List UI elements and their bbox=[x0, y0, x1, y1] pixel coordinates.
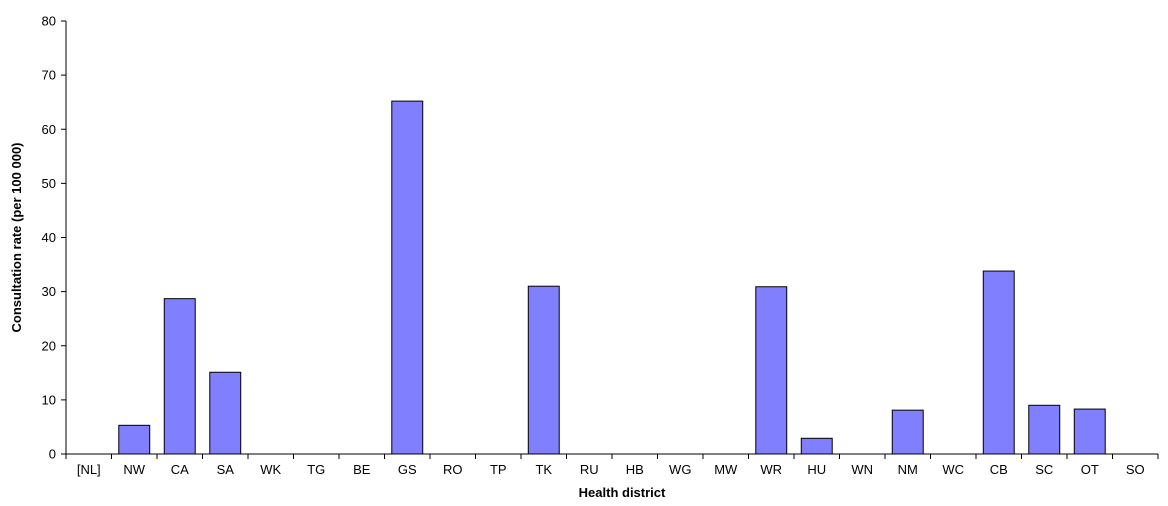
y-tick-label: 70 bbox=[42, 68, 56, 83]
x-tick-label: NW bbox=[123, 462, 145, 477]
x-tick-label: WR bbox=[760, 462, 782, 477]
x-tick-label: CA bbox=[171, 462, 189, 477]
bar-gs bbox=[391, 100, 424, 455]
bar-tk bbox=[527, 285, 560, 455]
x-tick-label: GS bbox=[398, 462, 417, 477]
bar-nw bbox=[118, 424, 151, 455]
y-axis-title: Consultation rate (per 100 000) bbox=[9, 143, 24, 333]
bar-ot bbox=[1073, 408, 1106, 455]
x-tick-label: SC bbox=[1035, 462, 1053, 477]
x-tick-label: WK bbox=[260, 462, 281, 477]
x-tick-label: HU bbox=[807, 462, 826, 477]
x-axis-title: Health district bbox=[579, 485, 666, 500]
x-tick-label: TK bbox=[535, 462, 552, 477]
bars-group bbox=[118, 100, 1106, 455]
y-axis-ticks: 0 10 20 30 40 50 60 70 80 bbox=[42, 14, 66, 462]
y-tick-label: 20 bbox=[42, 338, 56, 353]
y-tick-label: 50 bbox=[42, 176, 56, 191]
x-tick-label: TG bbox=[307, 462, 325, 477]
x-tick-label: WC bbox=[942, 462, 964, 477]
x-tick-label: [NL] bbox=[77, 462, 101, 477]
x-tick-label: SO bbox=[1126, 462, 1145, 477]
x-tick-label: RO bbox=[443, 462, 463, 477]
bar-ca bbox=[163, 298, 196, 455]
bar-sa bbox=[209, 371, 242, 455]
bar-wr bbox=[755, 286, 788, 455]
x-tick-label: NM bbox=[898, 462, 918, 477]
bar-nm bbox=[891, 409, 924, 455]
x-tick-label: HB bbox=[626, 462, 644, 477]
y-tick-label: 0 bbox=[49, 447, 56, 462]
y-tick-label: 30 bbox=[42, 284, 56, 299]
y-tick-label: 10 bbox=[42, 392, 56, 407]
bar-hu bbox=[800, 437, 833, 455]
y-tick-label: 40 bbox=[42, 230, 56, 245]
x-tick-label: RU bbox=[580, 462, 599, 477]
y-tick-label: 60 bbox=[42, 122, 56, 137]
x-tick-label: WN bbox=[851, 462, 873, 477]
x-tick-label: TP bbox=[490, 462, 507, 477]
x-tick-label: OT bbox=[1081, 462, 1099, 477]
y-tick-label: 80 bbox=[42, 14, 56, 29]
x-axis-ticks: [NL] NW CA SA WK TG BE GS RO TP TK RU HB WG MW WR HU WN NM… bbox=[65, 454, 1159, 477]
bar-cb bbox=[982, 270, 1015, 455]
x-tick-label: MW bbox=[714, 462, 738, 477]
x-tick-label: BE bbox=[353, 462, 371, 477]
bar-sc bbox=[1028, 404, 1061, 455]
x-tick-label: CB bbox=[990, 462, 1008, 477]
x-tick-label: WG bbox=[669, 462, 691, 477]
x-tick-label: SA bbox=[217, 462, 235, 477]
